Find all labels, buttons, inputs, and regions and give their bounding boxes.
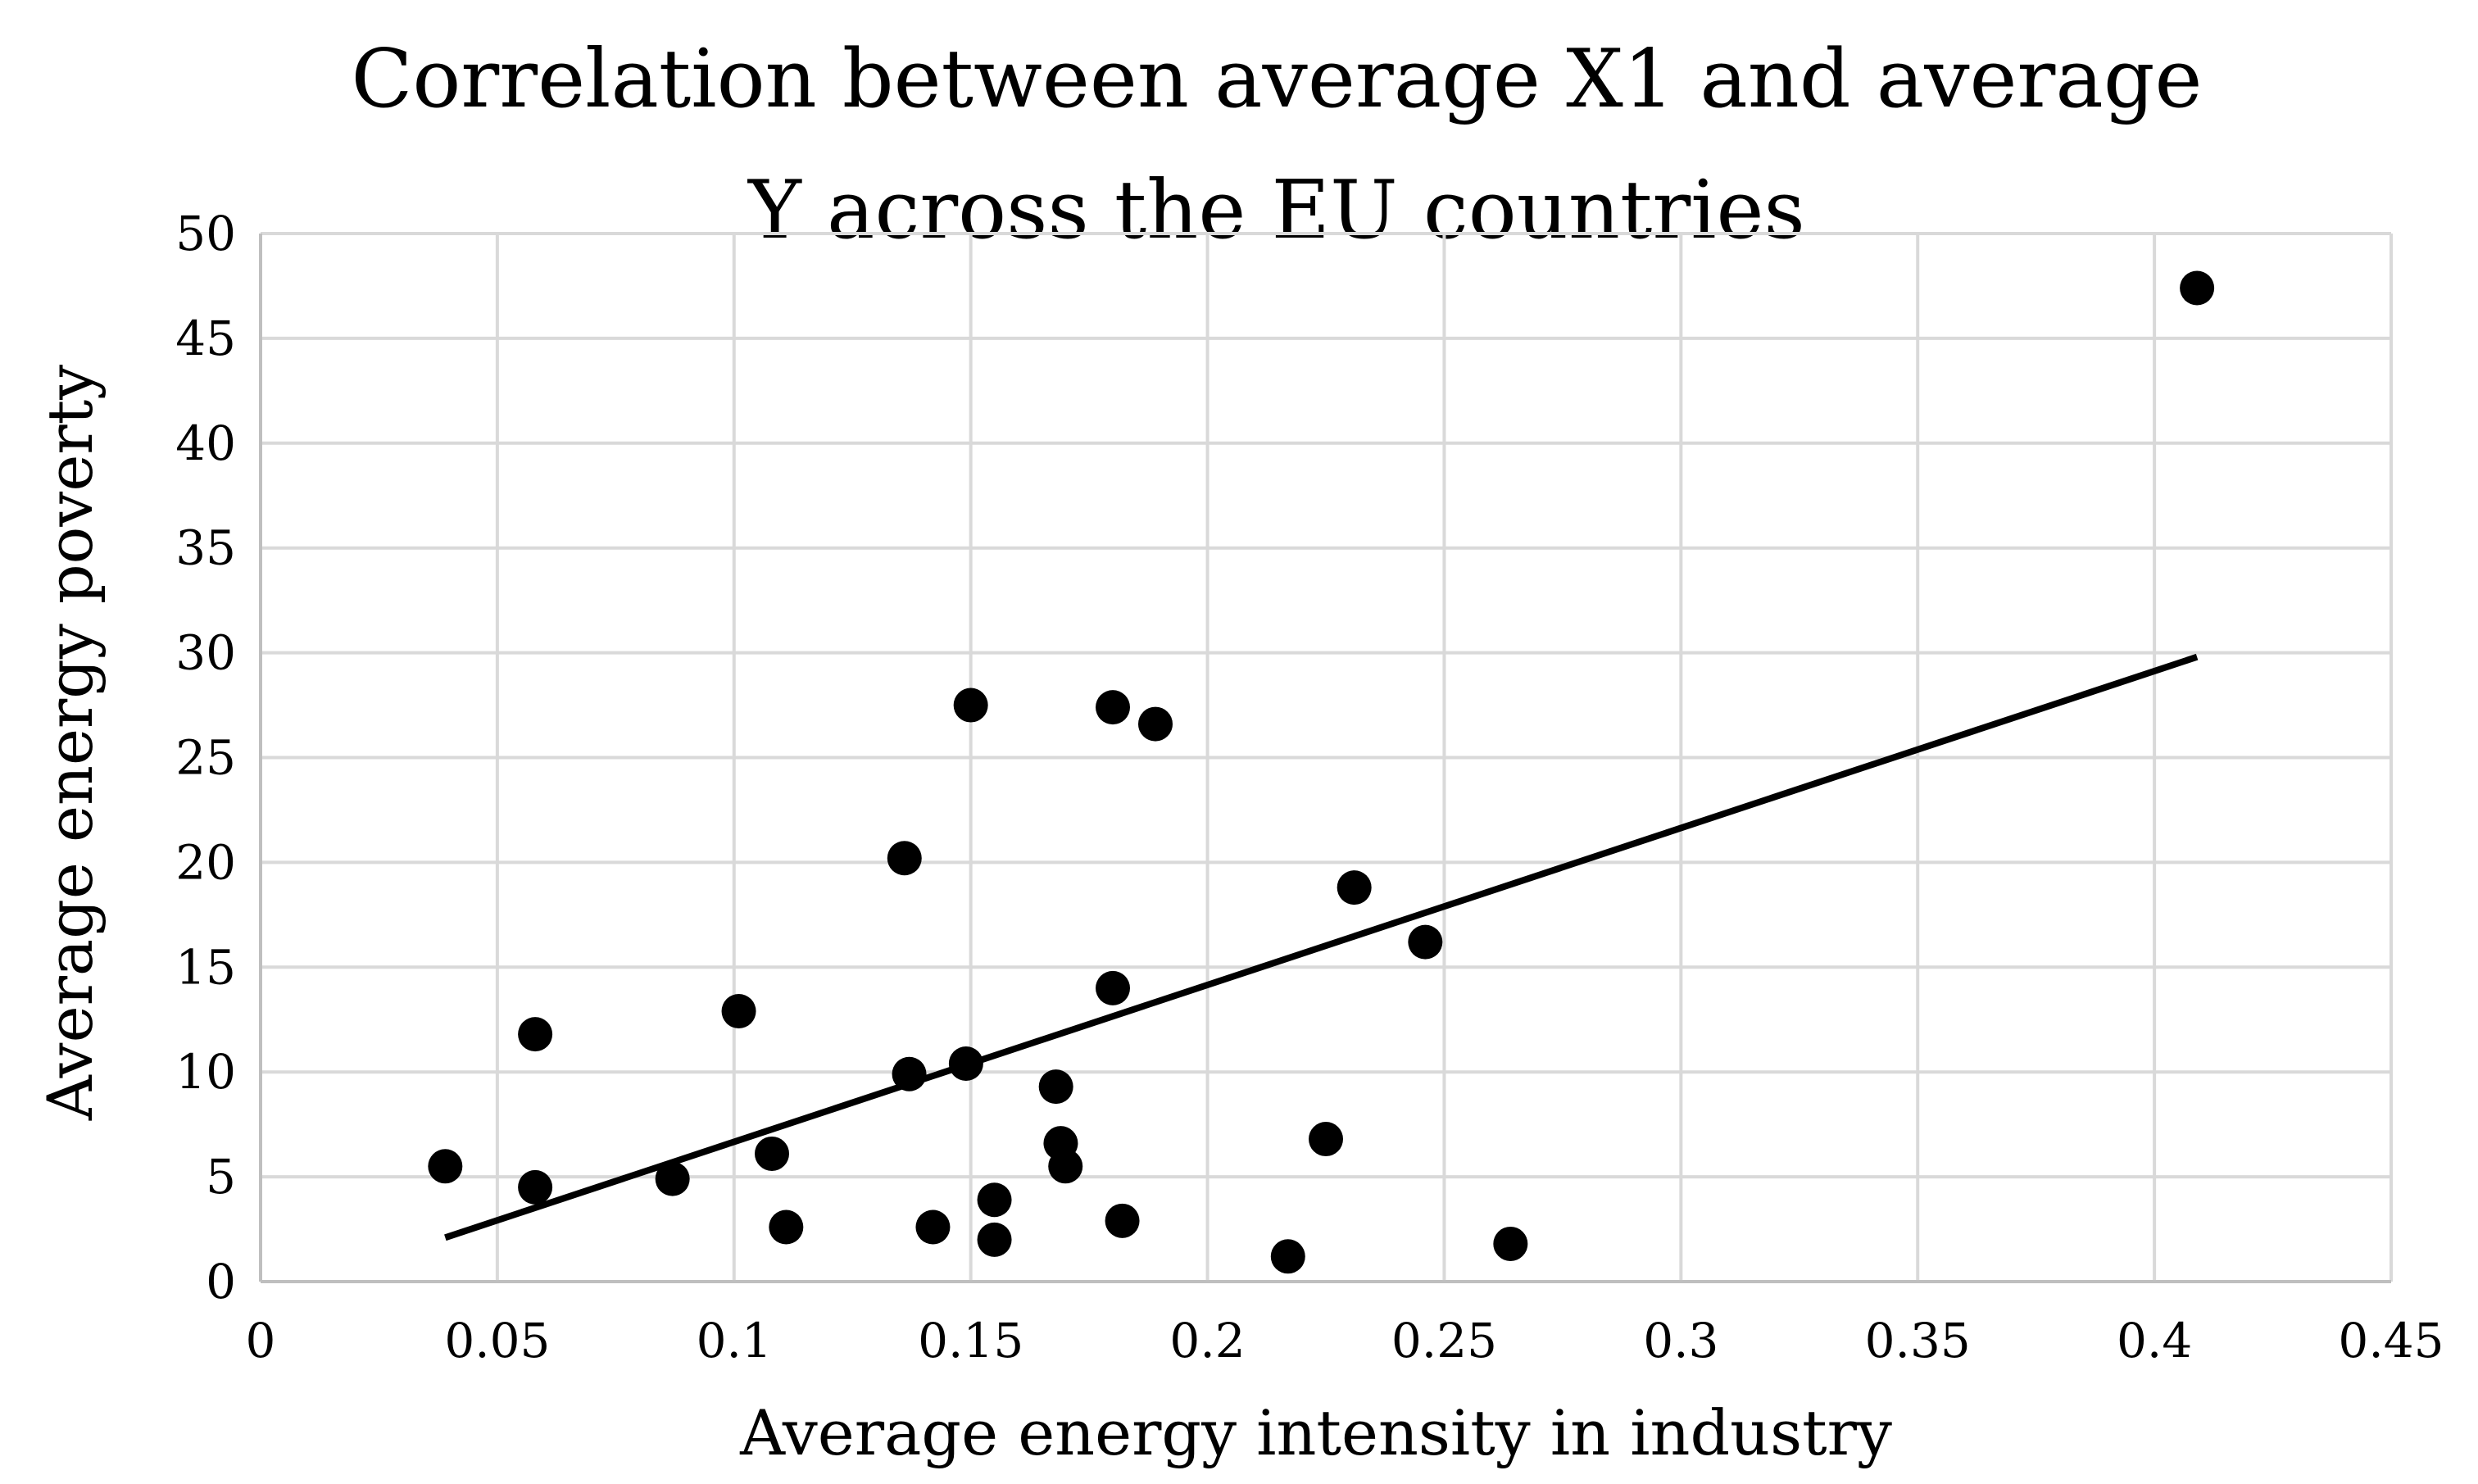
scatter-point [1138,706,1173,742]
chart-title: Correlation between average X1 and avera… [351,33,2202,257]
scatter-point [1270,1239,1305,1274]
x-tick-label: 0.3 [1643,1313,1718,1368]
y-tick-label: 5 [206,1149,236,1205]
scatter-point [1096,690,1130,725]
scatter-point [721,994,756,1029]
y-tick-label: 0 [206,1254,236,1309]
x-tick-label: 0.05 [444,1313,550,1368]
scatter-point [518,1169,553,1205]
y-axis-title: Average energy poverty [34,365,107,1121]
scatter-point [892,1056,927,1091]
scatter-point [948,1046,983,1081]
x-tick-labels: 0 0.05 0.1 0.15 0.2 0.25 0.3 0.35 0.4 0.45 [246,1313,2444,1368]
scatter-point [1038,1069,1073,1105]
chart-title-line-2: Y across the EU countries [747,164,1805,257]
y-tick-label: 50 [175,206,236,261]
scatter-point [1096,970,1130,1005]
scatter-point [2180,270,2215,306]
x-tick-label: 0.45 [2338,1313,2444,1368]
chart-title-line-1: Correlation between average X1 and avera… [351,33,2202,126]
trendline-group [444,653,2199,1241]
scatter-point [1105,1203,1140,1238]
axes [259,234,2391,1283]
scatter-point [1337,870,1372,905]
x-tick-label: 0.15 [918,1313,1023,1368]
y-tick-label: 40 [175,415,236,471]
linear-trendline [444,653,2199,1241]
scatter-point [428,1149,463,1184]
scatter-point [655,1161,690,1196]
y-tick-label: 15 [175,939,236,995]
x-tick-label: 0.35 [1865,1313,1971,1368]
scatter-point [1048,1149,1083,1184]
y-tick-label: 30 [175,625,236,681]
y-tick-label: 45 [175,311,236,366]
scatter-point [977,1182,1012,1218]
x-tick-label: 0.1 [697,1313,772,1368]
y-tick-label: 25 [175,730,236,786]
scatter-point [1309,1122,1343,1157]
scatter-point [887,841,922,876]
x-tick-label: 0.2 [1169,1313,1245,1368]
scatter-point [755,1136,789,1171]
scatter-point [518,1017,553,1052]
x-tick-label: 0.25 [1391,1313,1497,1368]
scatter-point [1493,1226,1528,1261]
scatter-point [1408,924,1443,960]
x-tick-label: 0.4 [2117,1313,2192,1368]
gridlines [261,232,2393,1282]
y-tick-label: 20 [175,834,236,890]
scatter-point [977,1222,1012,1257]
y-tick-label: 35 [175,520,236,576]
y-tick-label: 10 [175,1044,236,1100]
y-tick-labels: 0 5 10 15 20 25 30 35 40 45 50 [175,206,236,1309]
x-axis-title: Average energy intensity in industry [739,1396,1892,1469]
data-points [428,270,2215,1274]
scatter-point [769,1209,804,1245]
scatter-point [953,688,988,723]
x-tick-label: 0 [246,1313,276,1368]
scatter-point [915,1209,951,1245]
